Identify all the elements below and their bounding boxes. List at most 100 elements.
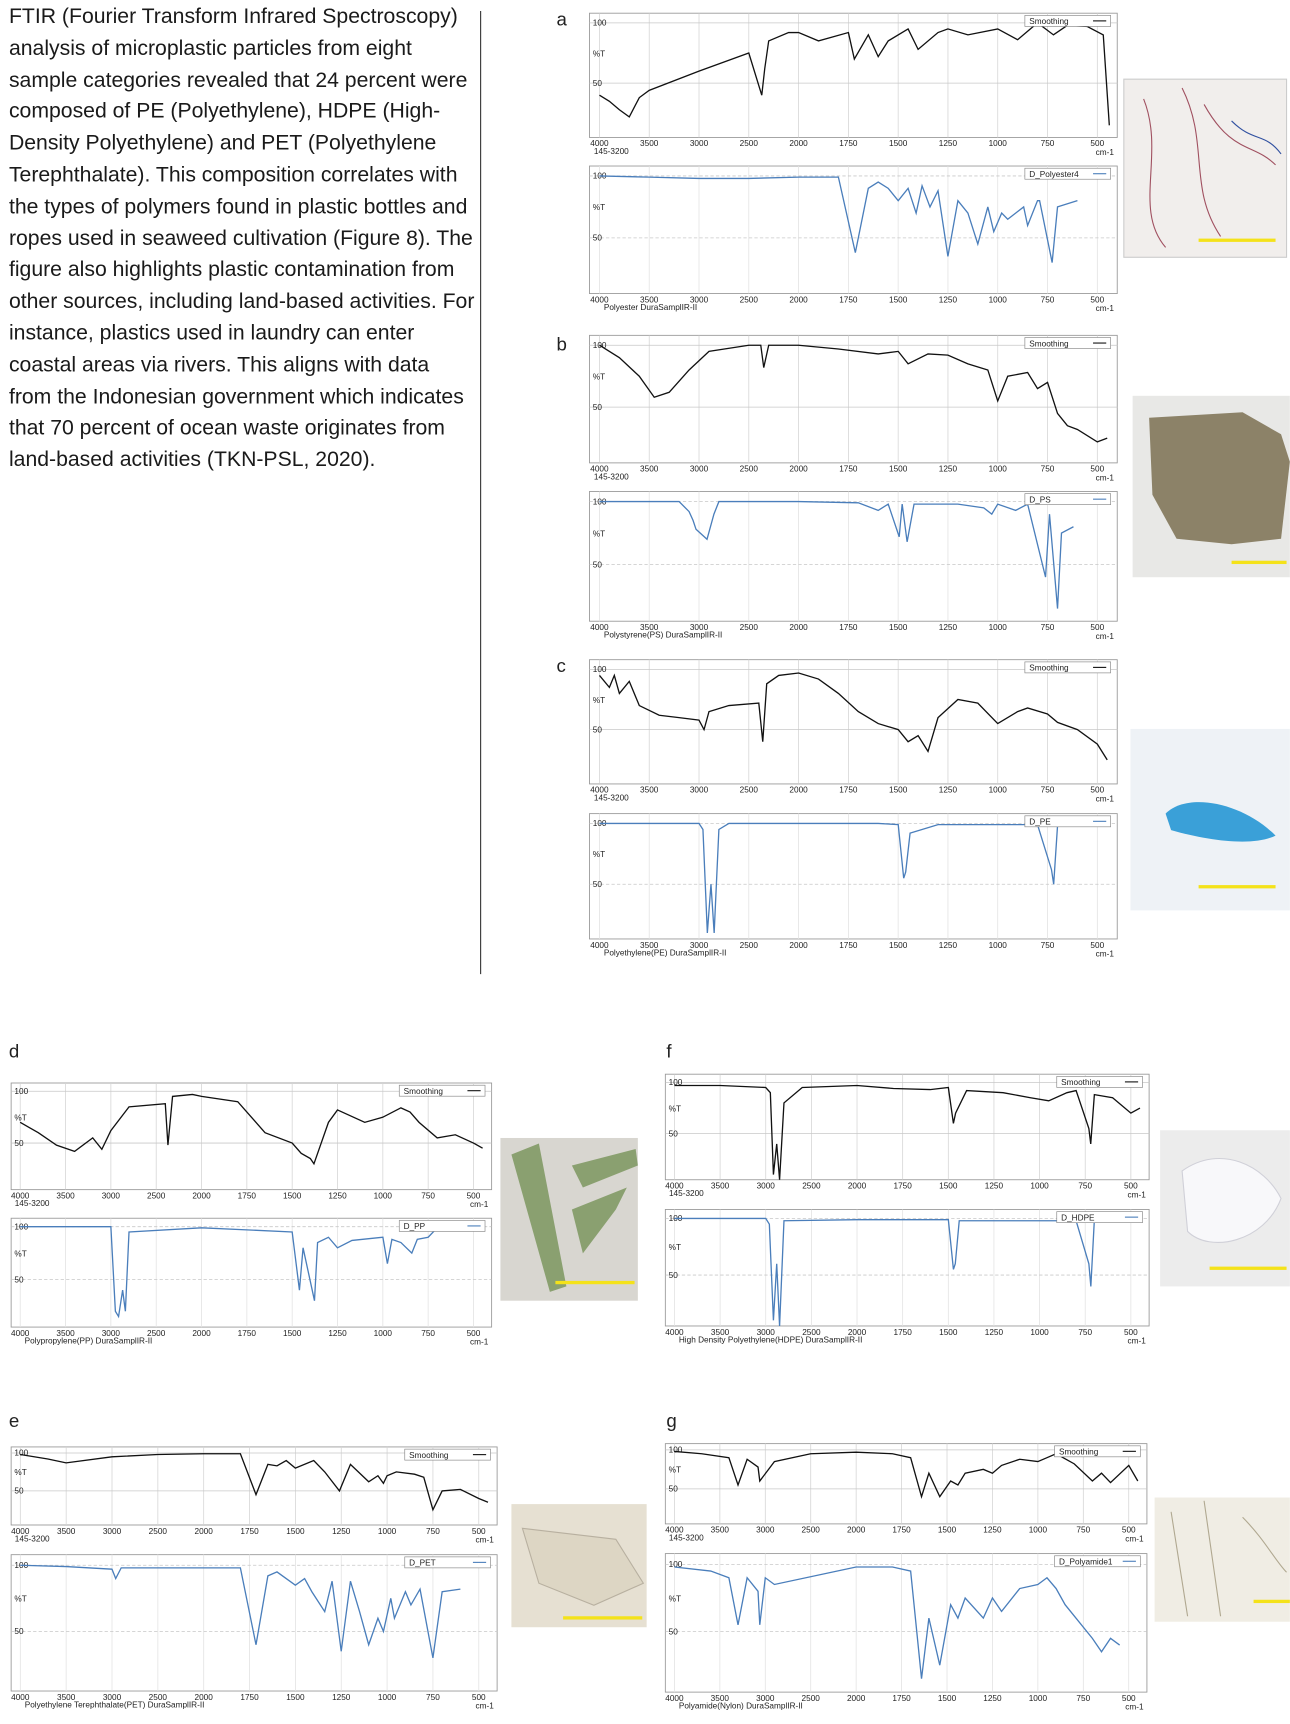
legend-box (398, 1084, 486, 1097)
spectrum-line (598, 672, 1108, 761)
x-tick-label: 2500 (802, 1182, 821, 1191)
x-tick-label: 2500 (740, 465, 759, 474)
photo-g (1154, 1497, 1290, 1622)
x-tick-label: 1750 (839, 623, 858, 632)
x-tick-label: 750 (1076, 1526, 1090, 1535)
y-tick-label: 100 (593, 665, 607, 674)
x-tick-label: 1500 (938, 1526, 957, 1535)
x-tick-label: 2500 (802, 1526, 821, 1535)
x-tick-label: 1250 (939, 786, 958, 795)
x-tick-label: 1500 (286, 1527, 305, 1536)
x-unit: cm-1 (476, 1536, 495, 1545)
x-tick-label: 500 (1090, 139, 1104, 148)
x-tick-label: 1750 (238, 1329, 257, 1338)
x-tick-label: 3500 (711, 1694, 730, 1703)
legend-label: D_PE (1029, 818, 1051, 827)
x-tick-label: 2000 (789, 465, 808, 474)
subtitle: 145-3200 (594, 793, 629, 802)
legend-label: D_PS (1029, 495, 1051, 504)
x-tick-label: 2500 (740, 623, 759, 632)
x-tick-label: 750 (1076, 1694, 1090, 1703)
x-tick-label: 2000 (192, 1329, 211, 1338)
spectrum-line (19, 1093, 483, 1166)
x-tick-label: 1750 (892, 1694, 911, 1703)
x-tick-label: 1750 (839, 786, 858, 795)
y-tick-label: 100 (593, 19, 607, 28)
y-axis-label: %T (669, 1104, 681, 1113)
x-tick-label: 1750 (894, 1182, 913, 1191)
y-axis-label: %T (14, 1468, 26, 1477)
y-axis-label: %T (593, 529, 605, 538)
x-tick-label: 3000 (690, 623, 709, 632)
legend-label: Smoothing (1029, 339, 1069, 348)
x-tick-label: 1500 (939, 1328, 958, 1337)
x-tick-label: 2500 (802, 1694, 821, 1703)
x-tick-label: 3000 (103, 1693, 122, 1702)
legend-box (1024, 337, 1111, 349)
panel-label: b (556, 334, 566, 355)
y-tick-label: 100 (669, 1560, 683, 1569)
photo-d (500, 1137, 638, 1301)
x-tick-label: 4000 (11, 1191, 30, 1200)
spectrum-line (20, 1226, 474, 1319)
subtitle: 145-3200 (15, 1199, 50, 1208)
x-tick-label: 750 (1041, 941, 1055, 950)
x-tick-label: 3000 (102, 1329, 121, 1338)
legend-label: Smoothing (404, 1087, 444, 1096)
photo-e (511, 1504, 647, 1628)
x-tick-label: 4000 (665, 1694, 684, 1703)
y-tick-label: 100 (669, 1446, 683, 1455)
x-tick-label: 4000 (11, 1527, 30, 1536)
legend-box (1024, 815, 1111, 828)
plot-frame (589, 813, 1118, 940)
x-unit: cm-1 (1125, 1703, 1144, 1712)
x-tick-label: 3000 (757, 1328, 776, 1337)
x-tick-label: 2000 (195, 1527, 214, 1536)
y-tick-label: 50 (593, 725, 603, 734)
x-tick-label: 3500 (640, 786, 659, 795)
x-tick-label: 1250 (939, 139, 958, 148)
x-tick-label: 2500 (802, 1328, 821, 1337)
y-tick-label: 50 (593, 234, 603, 243)
x-tick-label: 3500 (57, 1693, 76, 1702)
y-axis-label: %T (669, 1594, 681, 1603)
x-tick-label: 2500 (740, 295, 759, 304)
subtitle: 145-3200 (594, 147, 629, 156)
x-tick-label: 3500 (640, 465, 659, 474)
x-tick-label: 3000 (690, 139, 709, 148)
x-tick-label: 1250 (985, 1182, 1004, 1191)
x-tick-label: 3500 (711, 1328, 730, 1337)
x-tick-label: 500 (467, 1191, 481, 1200)
x-tick-label: 3500 (56, 1191, 75, 1200)
x-tick-label: 500 (1122, 1694, 1136, 1703)
y-tick-label: 100 (14, 1449, 28, 1458)
caption: Polystyrene(PS) DuraSamplIR-II (604, 631, 723, 640)
x-tick-label: 3500 (640, 623, 659, 632)
x-tick-label: 1500 (283, 1329, 302, 1338)
subtitle: 145-3200 (15, 1534, 50, 1543)
x-tick-label: 4000 (11, 1693, 30, 1702)
spectrum-line (674, 1566, 1121, 1679)
x-tick-label: 1000 (374, 1329, 393, 1338)
x-unit: cm-1 (470, 1338, 489, 1347)
x-tick-label: 3000 (690, 465, 709, 474)
panel-label: f (666, 1041, 672, 1062)
x-tick-label: 1500 (283, 1191, 302, 1200)
y-axis-label: %T (669, 1466, 681, 1475)
x-tick-label: 750 (426, 1693, 440, 1702)
x-tick-label: 1500 (939, 1182, 958, 1191)
plot-frame (589, 165, 1118, 295)
x-tick-label: 2000 (789, 623, 808, 632)
x-tick-label: 1250 (983, 1526, 1002, 1535)
x-tick-label: 4000 (590, 941, 609, 950)
y-tick-label: 50 (593, 403, 603, 412)
x-unit: cm-1 (476, 1702, 495, 1711)
legend-box (404, 1448, 491, 1461)
y-axis-label: %T (593, 850, 605, 859)
y-tick-label: 50 (669, 1271, 679, 1280)
x-tick-label: 3500 (640, 295, 659, 304)
x-tick-label: 1250 (939, 465, 958, 474)
x-tick-label: 500 (472, 1693, 486, 1702)
legend-box (398, 1220, 486, 1232)
